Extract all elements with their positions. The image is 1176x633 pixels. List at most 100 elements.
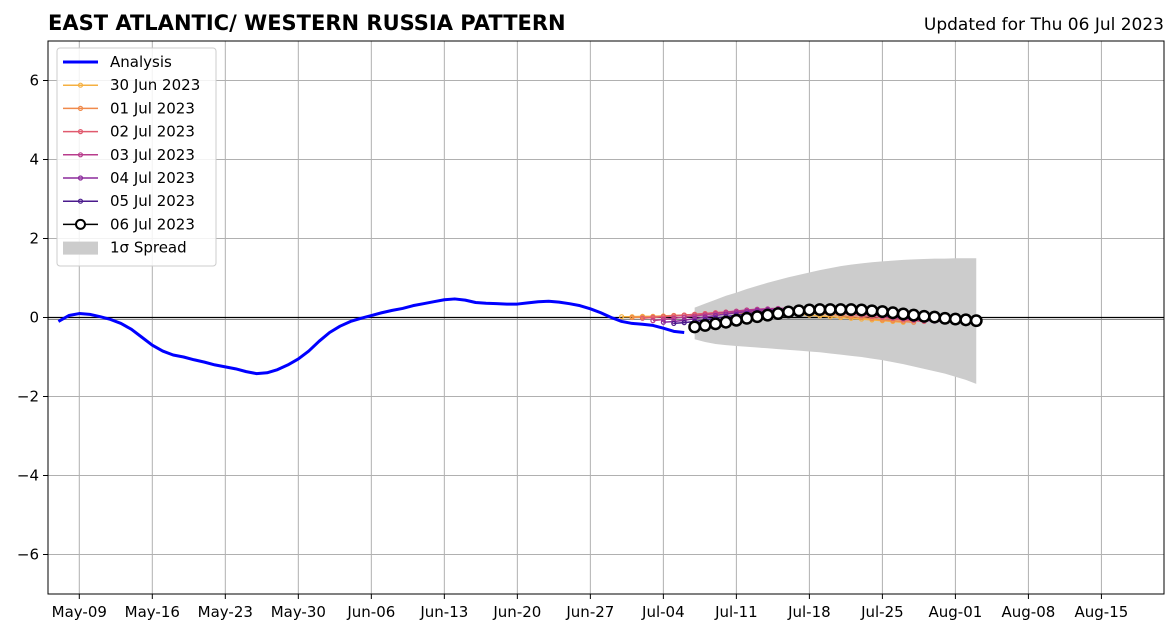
x-tick-label: May-23: [198, 603, 253, 621]
forecast-point: [750, 310, 764, 324]
legend-item: 03 Jul 2023: [63, 146, 195, 164]
y-tick-label: −4: [17, 467, 39, 485]
forecast-point: [660, 314, 666, 320]
forecast-point: [660, 316, 666, 323]
legend-label: 30 Jun 2023: [110, 76, 200, 94]
y-tick-label: −2: [17, 388, 39, 406]
forecast-point: [629, 314, 635, 321]
y-tick-label: 2: [29, 230, 39, 248]
legend-marker: [77, 82, 84, 88]
forecast-layer: [619, 303, 983, 334]
forecast-point: [875, 305, 889, 319]
x-tick-label: Jul-04: [641, 603, 685, 621]
forecast-point: [917, 309, 931, 323]
legend-label: 04 Jul 2023: [110, 169, 195, 187]
legend-item: 06 Jul 2023: [63, 215, 195, 233]
analysis-layer: [57, 297, 685, 376]
forecast-point: [719, 315, 733, 329]
forecast-point: [886, 306, 900, 320]
legend-marker: [77, 198, 84, 204]
x-tick-label: Aug-08: [1002, 603, 1056, 621]
updated-label: Updated for Thu 06 Jul 2023: [924, 15, 1164, 35]
forecast-point: [938, 311, 952, 325]
forecast-point: [650, 314, 656, 321]
forecast-point: [692, 313, 698, 319]
legend-label: 06 Jul 2023: [110, 215, 195, 233]
legend-label: 02 Jul 2023: [110, 123, 195, 141]
y-tick-label: 0: [29, 309, 39, 327]
legend-marker: [77, 129, 84, 135]
x-tick-label: Jul-18: [787, 603, 831, 621]
forecast-point: [671, 318, 677, 325]
forecast-point: [792, 304, 806, 318]
x-tick-label: Jul-11: [714, 603, 758, 621]
legend-label: 03 Jul 2023: [110, 146, 195, 164]
forecast-point: [896, 307, 910, 321]
forecast-point: [969, 314, 983, 328]
forecast-point: [959, 313, 973, 327]
y-tick-label: −6: [17, 546, 39, 564]
x-tick-label: Aug-15: [1075, 603, 1129, 621]
forecast-point: [619, 314, 625, 320]
legend-box: [56, 47, 217, 267]
forecast-point: [740, 311, 754, 325]
legend-item: 04 Jul 2023: [63, 169, 195, 187]
x-tick-label: Jun-20: [492, 603, 541, 621]
forecast-point: [709, 317, 722, 331]
axis-layer: May-09 May-16 May-23 May-30 Jun-06 Jun-13 Jun-…: [17, 72, 1128, 622]
legend-label: 05 Jul 2023: [110, 192, 195, 210]
forecast-point: [698, 318, 712, 332]
x-tick-label: Jun-06: [346, 603, 395, 621]
legend-marker: [77, 152, 84, 158]
forecast-point: [802, 303, 816, 317]
legend-item: 01 Jul 2023: [63, 99, 195, 117]
legend-label: 01 Jul 2023: [110, 99, 195, 117]
x-tick-label: May-09: [52, 603, 107, 621]
forecast-point: [834, 303, 848, 317]
legend-marker: [77, 175, 84, 181]
x-tick-label: Jul-25: [860, 603, 904, 621]
forecast-point: [729, 313, 743, 327]
forecast-point: [639, 315, 646, 321]
spread-band: [694, 258, 977, 384]
legend-item: Analysis: [63, 53, 172, 71]
x-tick-label: May-30: [271, 603, 326, 621]
legend-item: 1σ Spread: [63, 239, 187, 257]
forecast-point: [761, 308, 775, 322]
forecast-point: [671, 315, 677, 321]
y-tick-label: 4: [29, 151, 39, 169]
legend: Analysis 30 Jun 2023 01 Jul 2023 02 Jul 202…: [56, 47, 217, 267]
legend-label: 1σ Spread: [110, 239, 187, 257]
forecast-point: [650, 318, 656, 324]
forecast-series: [688, 303, 983, 334]
x-tick-label: Jun-27: [565, 603, 614, 621]
spread-layer: [694, 258, 977, 384]
forecast-point: [771, 307, 785, 320]
legend-item: 30 Jun 2023: [63, 76, 200, 94]
legend-item: 05 Jul 2023: [63, 192, 195, 210]
forecast-point: [660, 319, 666, 325]
forecast-point: [671, 320, 677, 327]
forecast-point: [823, 303, 837, 317]
zero-line-layer: [48, 316, 1164, 320]
chart-title: EAST ATLANTIC/ WESTERN RUSSIA PATTERN: [48, 11, 566, 35]
legend-item: 02 Jul 2023: [63, 123, 195, 141]
forecast-point: [855, 303, 868, 317]
forecast-point: [813, 303, 827, 317]
forecast-point: [688, 320, 702, 334]
x-tick-label: May-16: [125, 603, 180, 621]
forecast-point: [681, 314, 687, 320]
legend-marker: [77, 105, 84, 112]
legend-label: Analysis: [110, 53, 172, 71]
legend-marker: [75, 218, 86, 230]
x-tick-label: Aug-01: [929, 603, 983, 621]
x-tick-label: Jun-13: [419, 603, 468, 621]
forecast-point: [865, 304, 879, 318]
forecast-point: [782, 305, 795, 319]
forecast-point: [928, 310, 941, 324]
forecast-point: [681, 320, 687, 326]
forecast-point: [948, 312, 962, 326]
y-tick-label: 6: [29, 72, 39, 90]
forecast-point: [907, 308, 921, 322]
